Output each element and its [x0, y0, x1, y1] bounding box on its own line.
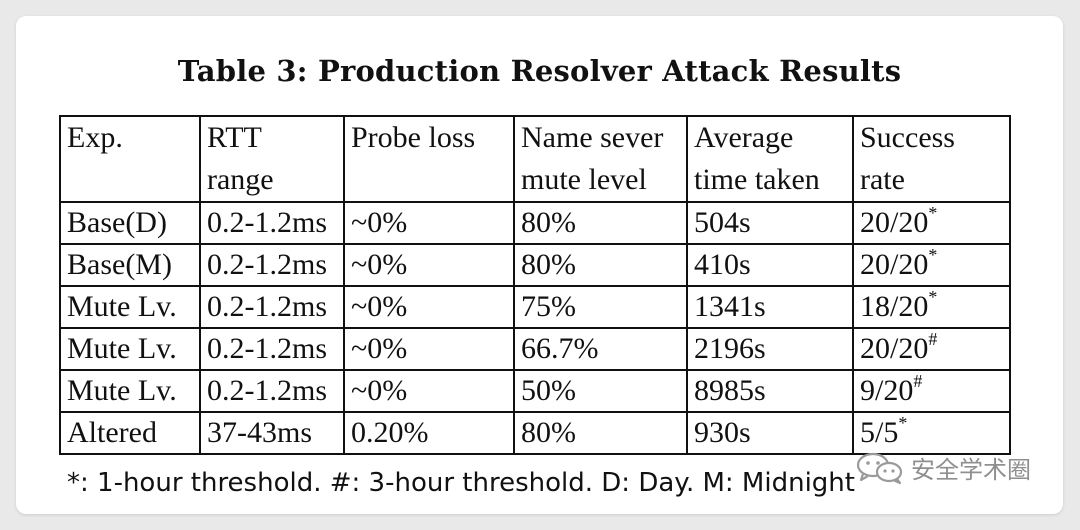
table-row: Mute Lv. 0.2-1.2ms ~0% 50% 8985s 9/20# [59, 369, 1011, 413]
table-title: Table 3: Production Resolver Attack Resu… [177, 54, 902, 88]
threshold-mark: * [928, 245, 938, 265]
cell-time: 504s [686, 201, 854, 245]
cell-rtt: 0.2-1.2ms [199, 243, 345, 287]
cell-rate: 20/20* [852, 243, 1011, 287]
cell-rate: 20/20* [852, 201, 1011, 245]
results-table: Exp. RTT range Probe loss Name sever mute … [59, 115, 1011, 455]
cell-time: 410s [686, 243, 854, 287]
threshold-mark: # [913, 371, 923, 391]
table-row: Mute Lv. 0.2-1.2ms ~0% 66.7% 2196s 20/20… [59, 327, 1011, 371]
cell-loss: 0.20% [343, 411, 515, 455]
header-probe-loss: Probe loss [343, 115, 515, 203]
cell-exp: Base(M) [59, 243, 201, 287]
cell-mute: 80% [513, 243, 688, 287]
cell-rate: 5/5* [852, 411, 1011, 455]
threshold-mark: * [928, 203, 938, 223]
threshold-mark: * [928, 287, 938, 307]
table-footnote: *: 1-hour threshold. #: 3-hour threshold… [67, 468, 855, 498]
threshold-mark: * [898, 413, 908, 433]
cell-rate: 9/20# [852, 369, 1011, 413]
cell-exp: Altered [59, 411, 201, 455]
cell-exp: Base(D) [59, 201, 201, 245]
cell-time: 2196s [686, 327, 854, 371]
header-success: Success rate [852, 115, 1011, 203]
cell-exp: Mute Lv. [59, 369, 201, 413]
table-row: Base(D) 0.2-1.2ms ~0% 80% 504s 20/20* [59, 201, 1011, 245]
header-rtt: RTT range [199, 115, 345, 203]
cell-rate: 20/20# [852, 327, 1011, 371]
cell-loss: ~0% [343, 327, 515, 371]
cell-rtt: 0.2-1.2ms [199, 201, 345, 245]
cell-mute: 50% [513, 369, 688, 413]
header-mute-level: Name sever mute level [513, 115, 688, 203]
cell-rtt: 0.2-1.2ms [199, 285, 345, 329]
cell-exp: Mute Lv. [59, 327, 201, 371]
cell-mute: 80% [513, 201, 688, 245]
header-row: Exp. RTT range Probe loss Name sever mute … [59, 115, 1011, 203]
cell-rtt: 0.2-1.2ms [199, 369, 345, 413]
threshold-mark: # [928, 329, 938, 349]
table-row: Base(M) 0.2-1.2ms ~0% 80% 410s 20/20* [59, 243, 1011, 287]
table-card: Table 3: Production Resolver Attack Resu… [16, 16, 1063, 514]
cell-loss: ~0% [343, 243, 515, 287]
wechat-icon [855, 451, 905, 485]
header-exp: Exp. [59, 115, 201, 203]
cell-time: 1341s [686, 285, 854, 329]
cell-time: 8985s [686, 369, 854, 413]
table-row: Altered 37-43ms 0.20% 80% 930s 5/5* [59, 411, 1011, 455]
cell-mute: 80% [513, 411, 688, 455]
cell-rate: 18/20* [852, 285, 1011, 329]
cell-time: 930s [686, 411, 854, 455]
cell-loss: ~0% [343, 201, 515, 245]
cell-loss: ~0% [343, 285, 515, 329]
cell-mute: 75% [513, 285, 688, 329]
table-row: Mute Lv. 0.2-1.2ms ~0% 75% 1341s 18/20* [59, 285, 1011, 329]
cell-rtt: 37-43ms [199, 411, 345, 455]
cell-loss: ~0% [343, 369, 515, 413]
watermark-text: 安全学术圈 [911, 456, 1031, 484]
watermark: 安全学术圈 [855, 450, 1031, 485]
cell-mute: 66.7% [513, 327, 688, 371]
cell-rtt: 0.2-1.2ms [199, 327, 345, 371]
header-time: Average time taken [686, 115, 854, 203]
cell-exp: Mute Lv. [59, 285, 201, 329]
